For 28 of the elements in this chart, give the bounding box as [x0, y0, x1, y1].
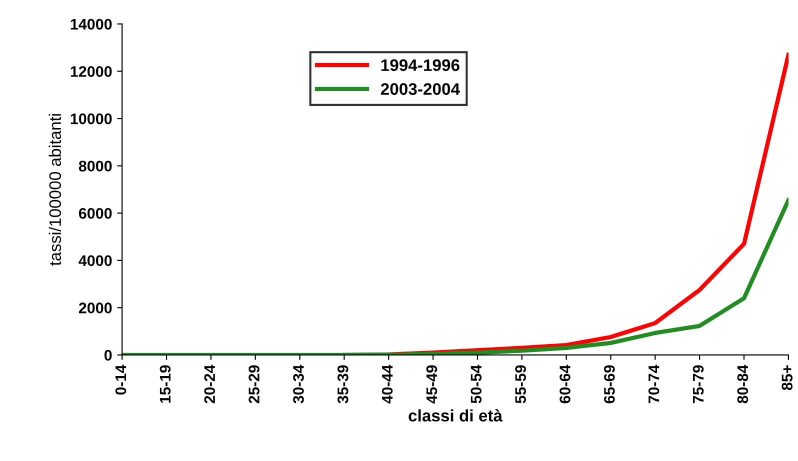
x-tick-label: 15-19	[160, 365, 171, 403]
x-tick-label: 70-74	[648, 364, 660, 404]
x-tick-label: 20-24	[204, 364, 216, 404]
x-tick-label: 75-79	[692, 365, 704, 404]
y-tick-label: 4000	[78, 255, 112, 266]
x-tick-label: 55-59	[515, 365, 526, 404]
y-tick-label: 2000	[78, 302, 112, 314]
y-axis-title: tassi/100000 abitanti	[48, 114, 62, 266]
x-tick-label: 45-49	[426, 365, 438, 404]
y-tick-label: 6000	[78, 208, 112, 219]
x-tick-label: 65-69	[604, 365, 615, 404]
x-tick-label: 35-39	[337, 365, 348, 404]
y-tick-label: 0	[104, 350, 112, 361]
y-tick-label: 8000	[78, 160, 112, 172]
x-tick-label: 0-14	[115, 364, 126, 395]
y-tick-label: 10000	[70, 113, 112, 124]
x-tick-label: 25-29	[248, 365, 260, 404]
legend-label: 1994-1996	[381, 59, 460, 72]
y-tick-label: 12000	[70, 66, 112, 77]
x-tick-label: 85+	[782, 365, 793, 390]
x-tick-label: 30-34	[293, 364, 304, 404]
legend-label: 2003-2004	[380, 83, 460, 95]
y-tick-label: 14000	[70, 18, 112, 30]
x-tick-label: 40-44	[382, 364, 393, 404]
x-tick-label: 60-64	[560, 364, 570, 404]
x-tick-label: 50-54	[470, 364, 482, 404]
x-axis-title: classi di età	[408, 409, 503, 422]
x-tick-label: 80-84	[737, 364, 748, 404]
